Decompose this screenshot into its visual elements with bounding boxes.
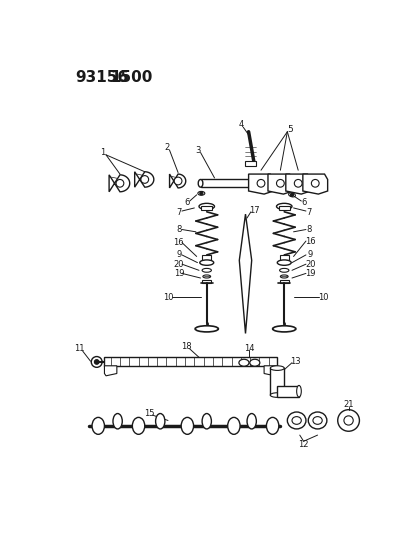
Circle shape bbox=[140, 175, 148, 183]
Bar bbox=[277, 386, 298, 398]
Text: 93156: 93156 bbox=[75, 70, 128, 85]
Circle shape bbox=[91, 357, 102, 367]
Ellipse shape bbox=[270, 393, 284, 398]
Polygon shape bbox=[134, 172, 154, 187]
Polygon shape bbox=[104, 366, 116, 376]
Polygon shape bbox=[285, 174, 310, 194]
Bar bbox=[104, 357, 276, 366]
Text: 1: 1 bbox=[100, 148, 105, 157]
Text: 2: 2 bbox=[164, 143, 169, 152]
Text: 10: 10 bbox=[317, 293, 328, 302]
Ellipse shape bbox=[198, 180, 202, 187]
Polygon shape bbox=[169, 174, 185, 188]
Text: 9: 9 bbox=[306, 251, 312, 260]
Ellipse shape bbox=[308, 412, 326, 429]
Ellipse shape bbox=[197, 191, 204, 195]
Polygon shape bbox=[248, 174, 273, 194]
Text: 13: 13 bbox=[289, 357, 300, 366]
Text: 18: 18 bbox=[181, 342, 192, 351]
Ellipse shape bbox=[249, 359, 259, 366]
Text: 12: 12 bbox=[298, 440, 308, 449]
Circle shape bbox=[311, 180, 318, 187]
Ellipse shape bbox=[113, 414, 122, 429]
Ellipse shape bbox=[270, 366, 284, 370]
Ellipse shape bbox=[195, 326, 218, 332]
Text: 5: 5 bbox=[287, 125, 293, 134]
Bar bbox=[200, 180, 278, 187]
Ellipse shape bbox=[291, 417, 301, 424]
Polygon shape bbox=[267, 174, 292, 194]
Ellipse shape bbox=[277, 260, 290, 265]
Bar bbox=[201, 206, 212, 210]
Text: 19: 19 bbox=[305, 269, 315, 278]
Text: 6: 6 bbox=[301, 198, 306, 207]
Text: 19: 19 bbox=[173, 269, 184, 278]
Ellipse shape bbox=[238, 359, 248, 366]
Circle shape bbox=[94, 360, 99, 364]
Ellipse shape bbox=[199, 203, 214, 209]
Text: 8: 8 bbox=[176, 225, 181, 234]
Text: 20: 20 bbox=[305, 260, 315, 269]
Bar bbox=[244, 161, 255, 166]
Polygon shape bbox=[263, 366, 276, 376]
Ellipse shape bbox=[202, 414, 211, 429]
Ellipse shape bbox=[266, 417, 278, 434]
Text: 14: 14 bbox=[244, 344, 254, 353]
Text: 1500: 1500 bbox=[109, 70, 152, 85]
Polygon shape bbox=[239, 214, 251, 334]
Ellipse shape bbox=[279, 269, 288, 272]
Circle shape bbox=[337, 410, 358, 431]
Ellipse shape bbox=[280, 275, 287, 278]
Ellipse shape bbox=[312, 417, 321, 424]
Circle shape bbox=[276, 180, 284, 187]
Text: 4: 4 bbox=[237, 120, 243, 130]
Circle shape bbox=[343, 416, 352, 425]
Ellipse shape bbox=[247, 414, 256, 429]
Text: 9: 9 bbox=[176, 251, 181, 260]
Ellipse shape bbox=[275, 180, 280, 187]
Ellipse shape bbox=[202, 275, 210, 278]
Ellipse shape bbox=[132, 417, 145, 434]
Text: 6: 6 bbox=[183, 198, 189, 207]
Bar bbox=[279, 280, 288, 284]
Ellipse shape bbox=[92, 417, 104, 434]
Ellipse shape bbox=[276, 203, 291, 209]
Ellipse shape bbox=[296, 385, 301, 397]
Bar bbox=[278, 206, 289, 210]
Circle shape bbox=[174, 177, 181, 185]
Ellipse shape bbox=[272, 326, 295, 332]
Text: 7: 7 bbox=[306, 208, 311, 217]
Ellipse shape bbox=[288, 193, 295, 197]
Circle shape bbox=[290, 193, 293, 196]
Ellipse shape bbox=[202, 269, 211, 272]
Text: 20: 20 bbox=[173, 260, 184, 269]
Text: 16: 16 bbox=[304, 237, 315, 246]
Bar bbox=[202, 280, 211, 284]
Text: 16: 16 bbox=[173, 238, 184, 247]
Text: 11: 11 bbox=[74, 344, 85, 353]
Ellipse shape bbox=[287, 412, 305, 429]
Ellipse shape bbox=[155, 414, 164, 429]
Text: 10: 10 bbox=[162, 293, 173, 302]
Text: 17: 17 bbox=[248, 206, 259, 215]
Circle shape bbox=[294, 180, 301, 187]
Text: 15: 15 bbox=[144, 409, 154, 418]
Ellipse shape bbox=[199, 260, 213, 265]
Circle shape bbox=[256, 180, 264, 187]
Polygon shape bbox=[109, 175, 129, 192]
Text: 7: 7 bbox=[176, 208, 181, 217]
Circle shape bbox=[199, 192, 202, 195]
Text: 8: 8 bbox=[306, 225, 311, 234]
Text: 21: 21 bbox=[342, 400, 353, 409]
Bar bbox=[202, 255, 211, 260]
Ellipse shape bbox=[227, 417, 240, 434]
Ellipse shape bbox=[181, 417, 193, 434]
Polygon shape bbox=[302, 174, 327, 194]
Text: 3: 3 bbox=[195, 146, 200, 155]
Bar bbox=[270, 368, 284, 395]
Bar bbox=[279, 255, 288, 260]
Circle shape bbox=[116, 180, 123, 187]
